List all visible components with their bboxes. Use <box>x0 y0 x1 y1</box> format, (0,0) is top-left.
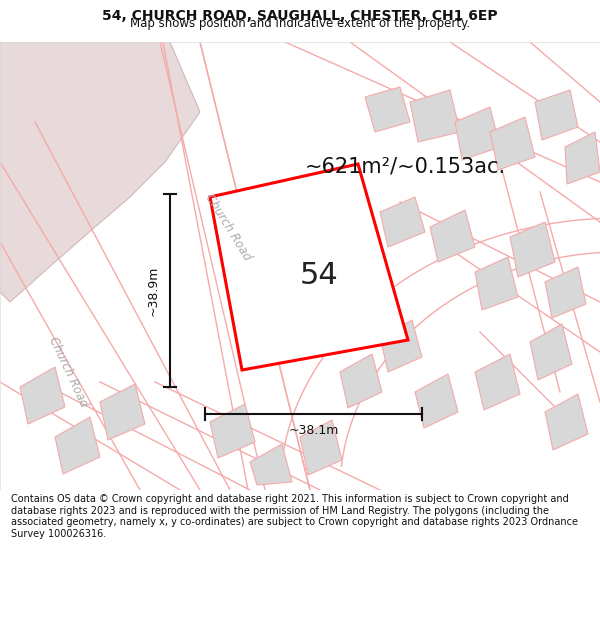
Polygon shape <box>55 417 100 474</box>
Text: Church Road: Church Road <box>46 335 90 409</box>
Polygon shape <box>545 267 586 318</box>
Polygon shape <box>310 217 365 257</box>
Polygon shape <box>300 420 342 475</box>
Text: 54, CHURCH ROAD, SAUGHALL, CHESTER, CH1 6EP: 54, CHURCH ROAD, SAUGHALL, CHESTER, CH1 … <box>102 9 498 23</box>
Polygon shape <box>100 384 145 440</box>
Polygon shape <box>545 394 588 450</box>
Polygon shape <box>430 210 475 262</box>
Polygon shape <box>475 257 518 310</box>
Polygon shape <box>380 197 425 247</box>
Text: 54: 54 <box>300 261 339 290</box>
Text: ~38.1m: ~38.1m <box>289 424 338 437</box>
Polygon shape <box>250 444 292 485</box>
Polygon shape <box>410 90 460 142</box>
Polygon shape <box>0 42 200 302</box>
Polygon shape <box>530 324 572 380</box>
Polygon shape <box>210 164 408 370</box>
Polygon shape <box>565 132 600 184</box>
Polygon shape <box>340 354 382 408</box>
Polygon shape <box>490 117 535 170</box>
Polygon shape <box>380 320 422 372</box>
Polygon shape <box>20 367 65 424</box>
Text: Map shows position and indicative extent of the property.: Map shows position and indicative extent… <box>130 18 470 30</box>
Text: Contains OS data © Crown copyright and database right 2021. This information is : Contains OS data © Crown copyright and d… <box>11 494 578 539</box>
Text: ~621m²/~0.153ac.: ~621m²/~0.153ac. <box>305 157 506 177</box>
Polygon shape <box>535 90 578 140</box>
Polygon shape <box>415 374 458 428</box>
Polygon shape <box>475 354 520 410</box>
Polygon shape <box>510 222 555 277</box>
Polygon shape <box>210 404 255 458</box>
Text: ~38.9m: ~38.9m <box>147 265 160 316</box>
Polygon shape <box>365 87 410 132</box>
Text: Church Road: Church Road <box>202 191 254 262</box>
Polygon shape <box>455 107 500 160</box>
